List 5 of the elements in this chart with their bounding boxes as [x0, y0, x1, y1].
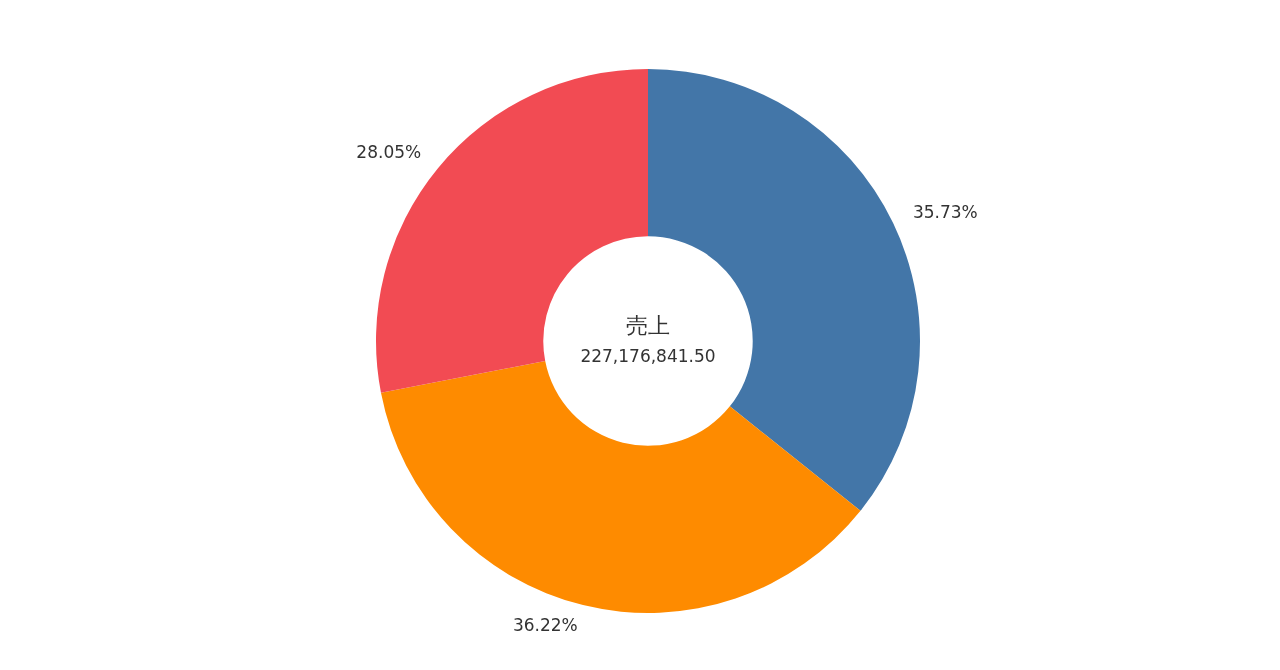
- text: 売上: [626, 312, 670, 338]
- text: 227,176,841.50: [580, 346, 716, 367]
- data-label: 36.22%: [512, 614, 578, 635]
- data-label: 35.73%: [912, 201, 978, 222]
- data-label: 28.05%: [356, 142, 422, 163]
